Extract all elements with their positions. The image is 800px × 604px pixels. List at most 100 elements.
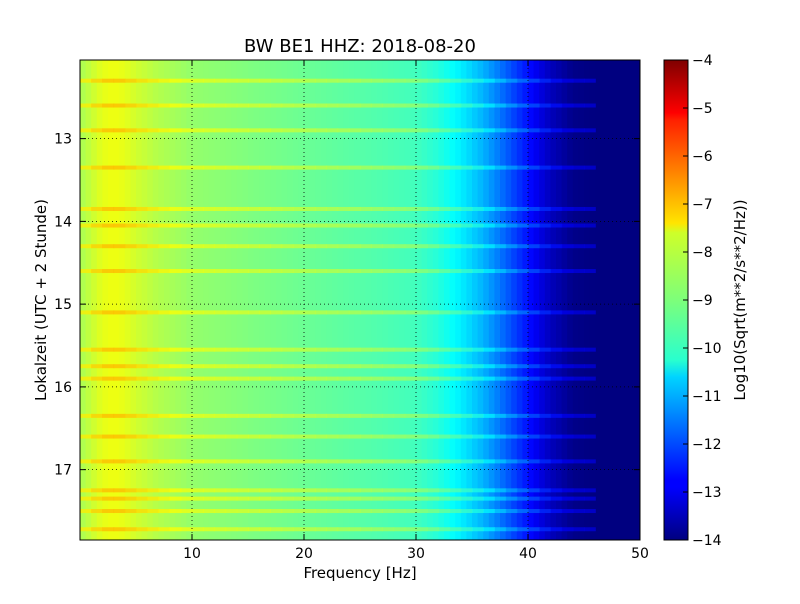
spectrogram-band bbox=[248, 496, 260, 501]
spectrogram-band bbox=[91, 103, 103, 108]
spectrogram-band bbox=[516, 128, 529, 133]
spectrogram-band bbox=[180, 434, 193, 439]
spectrogram-band bbox=[539, 527, 551, 532]
spectrogram-band bbox=[494, 488, 507, 493]
spectrogram-band bbox=[304, 128, 316, 133]
colorbar-ticks: −4 −5 −6 −7 −8 −9 −10 −11 −12 −13 −14 bbox=[683, 53, 722, 549]
spectrogram-band bbox=[382, 165, 395, 170]
spectrogram-band bbox=[483, 269, 495, 274]
spectrogram-band bbox=[180, 269, 193, 274]
heatmap-column bbox=[231, 60, 238, 540]
spectrogram-band bbox=[572, 459, 585, 464]
spectrogram-band bbox=[304, 269, 316, 274]
spectrogram-band bbox=[561, 364, 574, 369]
spectrogram-band bbox=[259, 206, 271, 211]
heatmap-column bbox=[225, 60, 232, 540]
spectrogram-band bbox=[292, 488, 305, 493]
spectrogram-band bbox=[494, 310, 507, 315]
heatmap-column bbox=[214, 60, 221, 540]
spectrogram-band bbox=[393, 434, 406, 439]
spectrogram-band bbox=[124, 223, 137, 228]
spectrogram-band bbox=[516, 165, 529, 170]
spectrogram-band bbox=[304, 347, 316, 352]
spectrogram-band bbox=[348, 347, 361, 352]
spectrogram-band bbox=[169, 310, 182, 315]
spectrogram-band bbox=[315, 496, 327, 501]
spectrogram-band bbox=[192, 488, 204, 493]
spectrogram-band bbox=[91, 434, 103, 439]
spectrogram-band bbox=[494, 496, 507, 501]
spectrogram-band bbox=[214, 413, 227, 418]
spectrogram-band bbox=[113, 347, 126, 352]
spectrogram-band bbox=[438, 269, 451, 274]
spectrogram-band bbox=[550, 488, 563, 493]
spectrogram-band bbox=[214, 496, 227, 501]
spectrogram-band bbox=[225, 527, 238, 532]
spectrogram-band bbox=[292, 496, 305, 501]
spectrogram-band bbox=[136, 165, 148, 170]
spectrogram-band bbox=[180, 347, 193, 352]
spectrogram-band bbox=[124, 347, 137, 352]
spectrogram-band bbox=[438, 488, 451, 493]
spectrogram-band bbox=[505, 244, 518, 249]
spectrogram-band bbox=[281, 496, 294, 501]
spectrogram-band bbox=[270, 128, 283, 133]
spectrogram-band bbox=[528, 496, 540, 501]
spectrogram-band bbox=[550, 376, 563, 381]
spectrogram-band bbox=[449, 244, 462, 249]
spectrogram-band bbox=[124, 244, 137, 249]
heatmap-column bbox=[404, 60, 411, 540]
spectrogram-band bbox=[404, 434, 417, 439]
spectrogram-band bbox=[494, 165, 507, 170]
spectrogram-band bbox=[561, 103, 574, 108]
spectrogram-band bbox=[371, 527, 383, 532]
spectrogram-band bbox=[483, 364, 495, 369]
spectrogram-band bbox=[80, 488, 92, 493]
spectrogram-band bbox=[169, 223, 182, 228]
heatmap-column bbox=[365, 60, 372, 540]
heatmap-column bbox=[466, 60, 473, 540]
spectrogram-band bbox=[460, 496, 473, 501]
colorbar-tick-label: −8 bbox=[692, 245, 713, 261]
spectrogram-band bbox=[225, 78, 238, 83]
heatmap-column bbox=[382, 60, 389, 540]
spectrogram-band bbox=[348, 496, 361, 501]
spectrogram-band bbox=[438, 310, 451, 315]
spectrogram-band bbox=[438, 244, 451, 249]
spectrogram-band bbox=[561, 165, 574, 170]
spectrogram-band bbox=[472, 496, 484, 501]
spectrogram-band bbox=[169, 496, 182, 501]
spectrogram-band bbox=[460, 206, 473, 211]
spectrogram-band bbox=[561, 347, 574, 352]
spectrogram-band bbox=[550, 364, 563, 369]
spectrogram-band bbox=[494, 364, 507, 369]
x-tick-label: 50 bbox=[631, 546, 649, 562]
spectrogram-band bbox=[315, 78, 327, 83]
spectrogram-band bbox=[427, 488, 439, 493]
spectrogram-band bbox=[80, 206, 92, 211]
spectrogram-band bbox=[248, 128, 260, 133]
spectrogram-band bbox=[494, 269, 507, 274]
heatmap-column bbox=[259, 60, 266, 540]
heatmap-column bbox=[561, 60, 568, 540]
spectrogram-band bbox=[203, 347, 215, 352]
spectrogram-band bbox=[281, 434, 294, 439]
spectrogram-band bbox=[214, 78, 227, 83]
spectrogram-band bbox=[270, 244, 283, 249]
spectrogram-band bbox=[315, 244, 327, 249]
spectrogram-band bbox=[494, 376, 507, 381]
colorbar-tick-label: −13 bbox=[692, 485, 722, 501]
spectrogram-band bbox=[360, 413, 372, 418]
spectrogram-band bbox=[169, 269, 182, 274]
spectrogram-band bbox=[124, 413, 137, 418]
spectrogram-band bbox=[584, 269, 596, 274]
spectrogram-band bbox=[270, 376, 283, 381]
spectrogram-band bbox=[281, 244, 294, 249]
heatmap-column bbox=[287, 60, 294, 540]
spectrogram-band bbox=[460, 223, 473, 228]
spectrogram-band bbox=[348, 413, 361, 418]
spectrogram-band bbox=[483, 165, 495, 170]
spectrogram-band bbox=[416, 103, 428, 108]
spectrogram-band bbox=[214, 244, 227, 249]
spectrogram-band bbox=[203, 488, 215, 493]
